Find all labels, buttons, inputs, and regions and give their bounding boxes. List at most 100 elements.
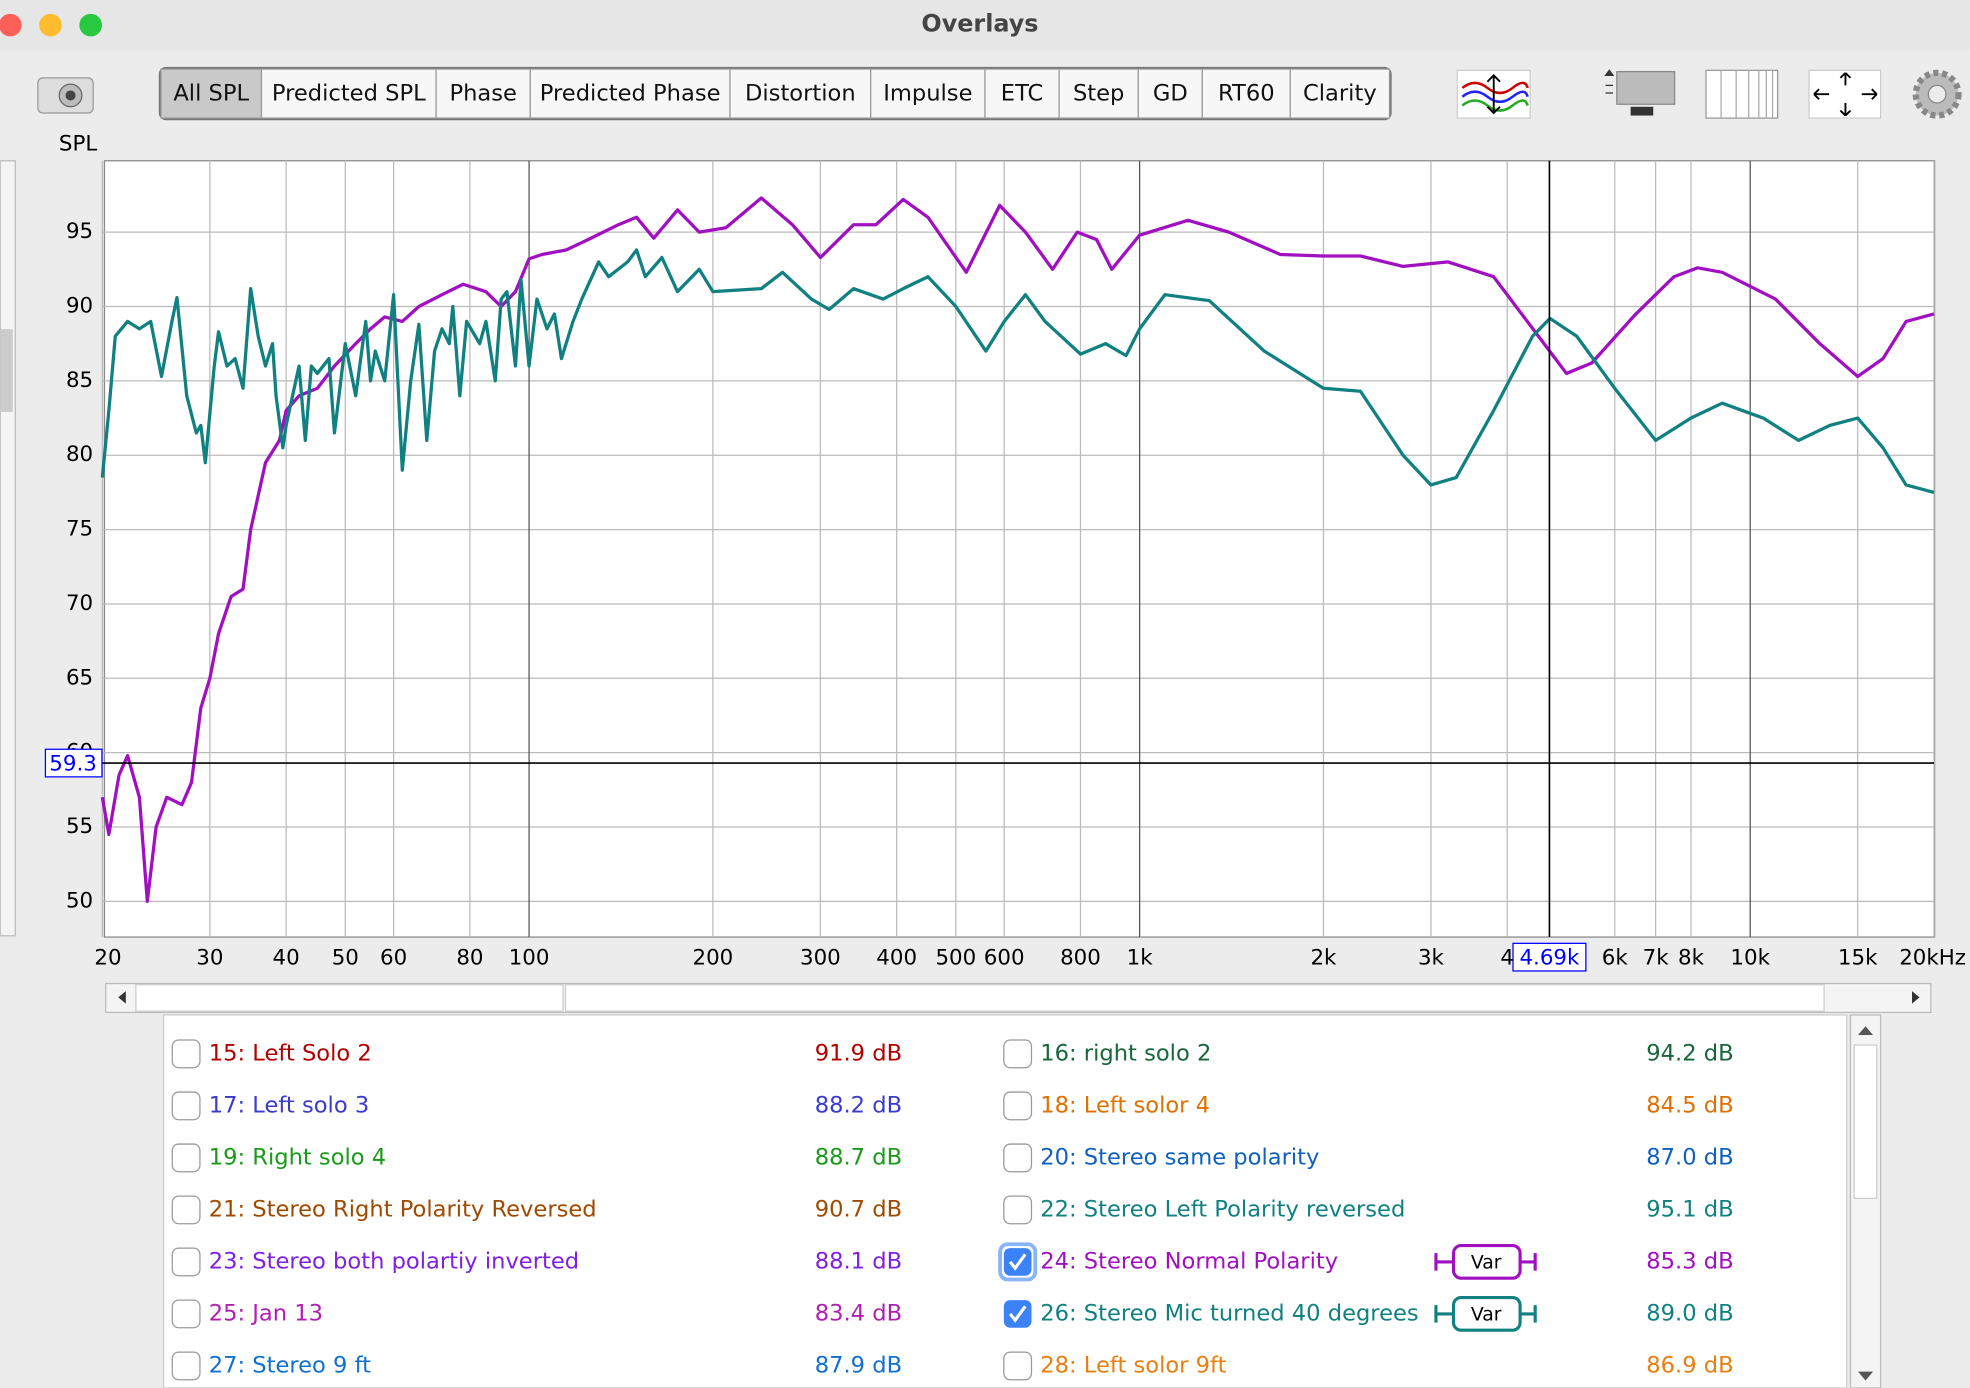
measurement-name[interactable]: 28: Left solor 9ft [1040, 1352, 1226, 1378]
tab-label[interactable]: Phase [449, 81, 516, 107]
measurement-name[interactable]: 18: Left solor 4 [1040, 1092, 1210, 1118]
h-scrollbar[interactable] [105, 982, 1932, 1014]
checkbox[interactable] [1003, 1300, 1032, 1328]
tab-label[interactable]: Impulse [883, 81, 972, 107]
close-button[interactable] [0, 13, 22, 37]
line-style-label: Var [1471, 1305, 1502, 1326]
checkmark [1008, 1305, 1027, 1323]
tab[interactable] [984, 68, 1060, 119]
tab-label[interactable]: Step [1073, 81, 1124, 107]
tab-label[interactable]: Clarity [1303, 81, 1377, 107]
tab-label[interactable]: Distortion [745, 81, 856, 107]
checkbox[interactable] [171, 1247, 201, 1277]
x-tick-label: 200 [693, 945, 734, 970]
x-tick-label: 20 [94, 945, 121, 970]
resize-icon[interactable] [1604, 69, 1676, 116]
measurement-name[interactable]: 25: Jan 13 [209, 1300, 323, 1326]
measurement-level: 95.1 dB [1646, 1196, 1733, 1222]
x-tick-label: 15k [1838, 945, 1878, 970]
tab[interactable] [870, 68, 986, 119]
left-scroll-thumb[interactable] [0, 329, 13, 413]
focus-ring [998, 1242, 1038, 1282]
checkbox[interactable] [171, 1143, 201, 1173]
tab-label[interactable]: Predicted Phase [540, 81, 721, 107]
measurement-name[interactable]: 23: Stereo both polartiy inverted [209, 1248, 579, 1274]
x-tick-label: 8k [1678, 945, 1705, 970]
measurement-name[interactable]: 26: Stereo Mic turned 40 degrees [1040, 1300, 1418, 1326]
tab[interactable] [1137, 68, 1203, 119]
tab-label[interactable]: RT60 [1218, 81, 1275, 107]
x-tick-label: 1k [1127, 945, 1154, 970]
measurement-level: 91.9 dB [815, 1040, 902, 1066]
checkbox[interactable] [1003, 1351, 1033, 1381]
checkbox[interactable] [171, 1039, 201, 1069]
spl-curve [100, 248, 1935, 494]
line-style-label: Var [1471, 1253, 1502, 1274]
measurement-level: 83.4 dB [815, 1300, 902, 1326]
line-style-caps [1434, 1305, 1537, 1323]
plot-area [103, 160, 1936, 938]
measurement-level: 88.2 dB [815, 1092, 902, 1118]
checkbox[interactable] [171, 1091, 201, 1121]
tab-group: All SPL Predicted SPL Phase Predicted Phase… [158, 66, 1392, 121]
tab-label[interactable]: ETC [1001, 81, 1044, 107]
overlay-icon[interactable] [1456, 69, 1531, 119]
measurement-level: 88.1 dB [815, 1248, 902, 1274]
cursor-x-label: 4.69k [1519, 945, 1580, 970]
tab[interactable] [729, 68, 872, 119]
measurement-level: 88.7 dB [815, 1144, 902, 1170]
x-tick-label: 2k [1310, 945, 1337, 970]
tab[interactable] [1058, 68, 1139, 119]
measurement-name[interactable]: 17: Left solo 3 [209, 1092, 369, 1118]
tab[interactable] [435, 68, 531, 119]
settings-icon[interactable] [1912, 69, 1962, 119]
measurement-level: 87.9 dB [815, 1352, 902, 1378]
x-tick-label: 60 [380, 945, 407, 970]
y-tick-label: 70 [66, 591, 93, 616]
left-scrollbar[interactable] [0, 160, 16, 937]
measurement-name[interactable]: 19: Right solo 4 [209, 1144, 386, 1170]
measurement-name[interactable]: 20: Stereo same polarity [1040, 1144, 1319, 1170]
x-tick-label: 100 [509, 945, 550, 970]
measurement-name[interactable]: 22: Stereo Left Polarity reversed [1040, 1196, 1405, 1222]
checkbox[interactable] [171, 1195, 201, 1225]
spl-curve [100, 196, 1935, 904]
measurement-name[interactable]: 15: Left Solo 2 [209, 1040, 372, 1066]
x-tick-label: 6k [1602, 945, 1629, 970]
columns-icon[interactable] [1705, 69, 1779, 119]
measurement-name[interactable]: 21: Stereo Right Polarity Reversed [209, 1196, 597, 1222]
x-tick-label: 400 [876, 945, 917, 970]
measurement-level: 87.0 dB [1646, 1144, 1733, 1170]
measurement-name[interactable]: 16: right solo 2 [1040, 1040, 1211, 1066]
measurement-level: 94.2 dB [1646, 1040, 1733, 1066]
line-style-button[interactable] [1451, 1295, 1522, 1332]
line-style-button[interactable] [1451, 1243, 1522, 1280]
checkbox[interactable] [1003, 1195, 1033, 1225]
measurement-name[interactable]: 24: Stereo Normal Polarity [1040, 1248, 1338, 1274]
checkbox[interactable] [1003, 1091, 1033, 1121]
measurement-name[interactable]: 27: Stereo 9 ft [209, 1352, 371, 1378]
tab-label[interactable]: Predicted SPL [272, 81, 426, 107]
zoom-button[interactable] [79, 13, 102, 37]
y-tick-label: 50 [66, 888, 93, 913]
checkbox[interactable] [171, 1299, 201, 1329]
list-rows: 15: Left Solo 2 91.9 dB 16: right solo 2 94… [171, 1039, 1734, 1381]
checkbox[interactable] [1003, 1143, 1033, 1173]
tab[interactable] [160, 68, 263, 119]
window-title: Overlays [921, 10, 1038, 38]
camera-icon[interactable] [37, 77, 94, 114]
list-scrollbar[interactable] [1849, 1014, 1882, 1388]
checkbox[interactable] [1003, 1039, 1033, 1069]
pan-icon[interactable] [1808, 69, 1882, 119]
checkbox[interactable] [1003, 1248, 1032, 1276]
tab-label[interactable]: GD [1153, 81, 1188, 107]
checkbox[interactable] [171, 1351, 201, 1381]
measurement-level: 85.3 dB [1646, 1248, 1733, 1274]
minimize-button[interactable] [39, 13, 62, 37]
tab[interactable] [529, 68, 731, 119]
checkmark [1008, 1253, 1027, 1271]
tab[interactable] [1289, 68, 1391, 119]
x-tick-label: 3k [1418, 945, 1445, 970]
tab-label[interactable]: All SPL [173, 81, 249, 107]
